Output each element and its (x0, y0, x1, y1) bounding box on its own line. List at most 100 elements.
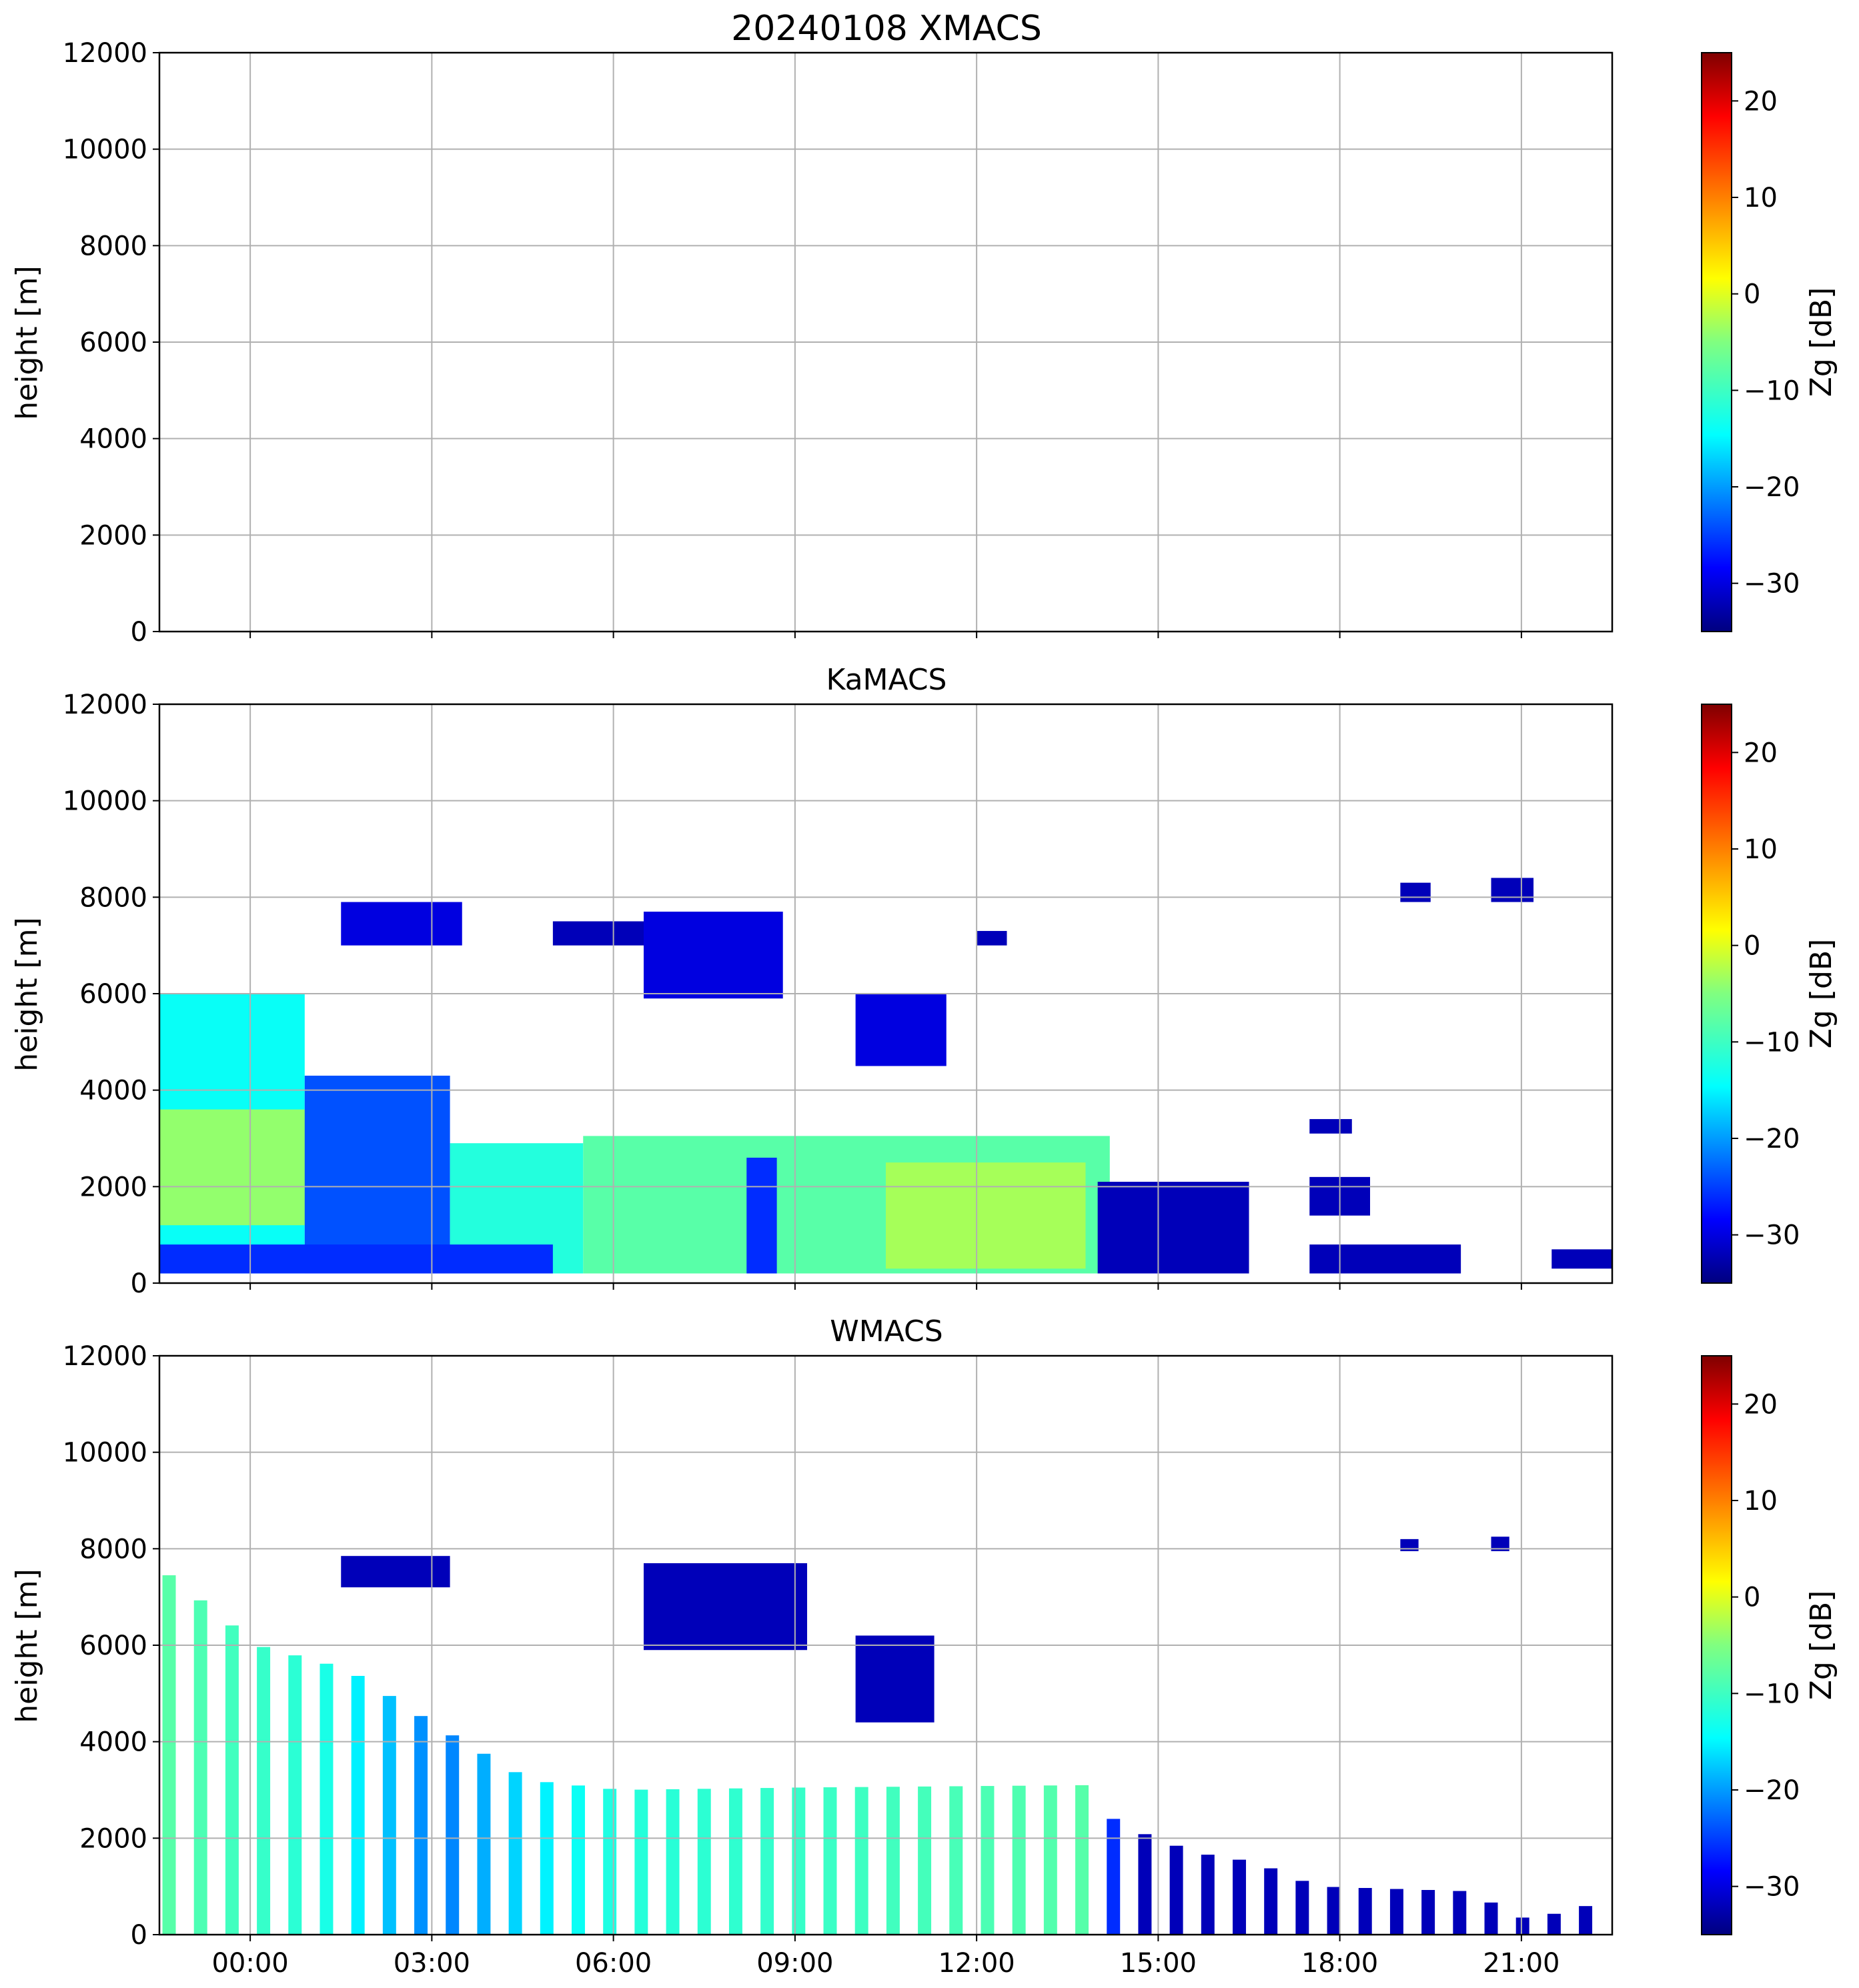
y-tick-label: 2000 (79, 1823, 147, 1854)
echo-stripe-26 (981, 1786, 995, 1935)
echo-stripe-30 (1107, 1819, 1121, 1935)
echo-stripe-22 (854, 1787, 868, 1935)
y-tick-label: 10000 (63, 1438, 147, 1468)
x-tick-label: 09:00 (756, 1948, 833, 1979)
echo-stripe-1 (193, 1600, 207, 1935)
colorbar-xmacs: −30 −20 −10 0 10 20 Zg [dB] (1701, 52, 1838, 632)
echo-cell-14 (855, 994, 947, 1066)
colorbar-wmacs: −30 −20 −10 0 10 20 Zg [dB] (1701, 1355, 1838, 1935)
y-axis-label-kamacs: height [m] (10, 917, 44, 1071)
echo-stripe-43 (1515, 1917, 1529, 1935)
echo-stripe-42 (1484, 1902, 1498, 1935)
plot-area-wmacs: 0 2000 4000 6000 8000 10000 12000 00:00 03:00 06:… (63, 1341, 1614, 1979)
plot-frame (158, 703, 1614, 1284)
colorbar-tick-label: 10 (1744, 834, 1778, 865)
colorbar-gradient (1701, 1355, 1732, 1935)
echo-stripe-16 (666, 1789, 680, 1935)
echo-cell-11 (341, 902, 462, 946)
echo-stripe-27 (1012, 1785, 1026, 1935)
echo-cell-13 (644, 912, 783, 999)
figure-title: 20240108 XMACS (731, 9, 1042, 49)
echo-stripe-25 (949, 1786, 963, 1935)
x-tick-label: 21:00 (1483, 1948, 1560, 1979)
colorbar-tick-label: −30 (1744, 569, 1800, 600)
echo-cell-6 (746, 1157, 777, 1274)
echo-stripe-4 (288, 1655, 302, 1935)
echo-stripe-29 (1075, 1785, 1089, 1935)
y-tick-label: 6000 (79, 327, 147, 358)
echo-stripe-15 (634, 1789, 648, 1935)
y-tick-label: 2000 (79, 1172, 147, 1202)
echo-stripe-24 (918, 1786, 932, 1935)
panel-kamacs: KaMACS 0 2000 4000 6000 8000 10000 12000 heigh… (10, 663, 1838, 1299)
echo-stripe-41 (1453, 1891, 1467, 1935)
echo-cell-18 (1400, 882, 1431, 902)
echo-stripe-39 (1389, 1889, 1403, 1935)
echo-cell-5 (886, 1162, 1086, 1269)
echo-cell-4 (855, 1635, 935, 1723)
echo-stripe-38 (1358, 1888, 1372, 1935)
x-tick-label: 12:00 (938, 1948, 1015, 1979)
colorbar-tick-label: 0 (1744, 1583, 1760, 1613)
x-tick-label: 00:00 (211, 1948, 288, 1979)
y-tick-label: 10000 (63, 135, 147, 165)
colorbar-tick-label: −10 (1744, 1679, 1800, 1709)
echo-cell-15 (977, 930, 1007, 946)
echo-stripe-11 (508, 1772, 522, 1935)
echo-cell-10 (1552, 1249, 1612, 1269)
x-tick-label: 15:00 (1120, 1948, 1197, 1979)
echo-cell-7 (159, 1244, 553, 1274)
panel-title-wmacs: WMACS (830, 1314, 943, 1348)
echo-stripe-32 (1169, 1845, 1183, 1935)
echo-stripe-34 (1232, 1859, 1246, 1935)
y-tick-label: 8000 (79, 231, 147, 261)
echo-stripe-14 (603, 1789, 617, 1935)
colorbar-tick-label: 20 (1744, 738, 1778, 768)
echo-stripe-36 (1295, 1881, 1309, 1935)
colorbar-tick-label: −10 (1744, 375, 1800, 406)
echo-stripe-33 (1201, 1855, 1215, 1935)
y-tick-label: 8000 (79, 882, 147, 913)
y-tick-label: 10000 (63, 786, 147, 817)
echo-stripe-45 (1579, 1906, 1593, 1935)
colorbar-label: Zg [dB] (1804, 1591, 1838, 1701)
colorbar-label: Zg [dB] (1804, 939, 1838, 1049)
colorbar-tick-label: 20 (1744, 1389, 1778, 1420)
echo-stripe-37 (1327, 1887, 1341, 1935)
echo-stripe-10 (477, 1753, 491, 1935)
y-tick-label: 12000 (63, 38, 147, 69)
echo-stripe-19 (760, 1788, 774, 1935)
echo-stripe-35 (1264, 1868, 1278, 1935)
colorbar-gradient (1701, 704, 1732, 1284)
colorbar-tick-label: −10 (1744, 1027, 1800, 1058)
echo-stripe-31 (1138, 1834, 1152, 1935)
echo-stripe-2 (225, 1625, 239, 1935)
colorbar-tick-label: 10 (1744, 1486, 1778, 1517)
echo-cell-16 (1309, 1119, 1352, 1134)
echo-stripe-21 (823, 1787, 837, 1935)
echo-stripe-0 (162, 1575, 176, 1935)
x-tick-label: 03:00 (394, 1948, 470, 1979)
echo-cell-3 (644, 1563, 808, 1651)
echo-stripe-12 (540, 1782, 554, 1935)
y-tick-label: 4000 (79, 1076, 147, 1106)
plot-frame (158, 51, 1614, 633)
echo-stripe-44 (1547, 1913, 1561, 1935)
echo-stripe-5 (320, 1663, 334, 1935)
echo-stripe-28 (1043, 1785, 1057, 1935)
y-tick-label: 0 (131, 1920, 147, 1951)
y-axis-label-xmacs: height [m] (10, 265, 44, 419)
echo-stripe-17 (697, 1789, 711, 1935)
colorbar-tick-label: 20 (1744, 86, 1778, 117)
echo-stripe-20 (792, 1787, 806, 1935)
echo-stripe-6 (351, 1676, 365, 1935)
y-tick-label: 4000 (79, 1727, 147, 1758)
y-tick-label: 0 (131, 1268, 147, 1299)
echo-stripe-8 (414, 1716, 428, 1935)
y-axis-label-wmacs: height [m] (10, 1569, 44, 1723)
panel-xmacs: 20240108 XMACS 0 2000 4000 6000 8000 10000 120… (10, 9, 1838, 648)
echo-cell-1 (1491, 1537, 1509, 1551)
x-tick-label: 18:00 (1301, 1948, 1378, 1979)
y-tick-label: 2000 (79, 520, 147, 551)
echo-stripe-40 (1421, 1890, 1435, 1935)
